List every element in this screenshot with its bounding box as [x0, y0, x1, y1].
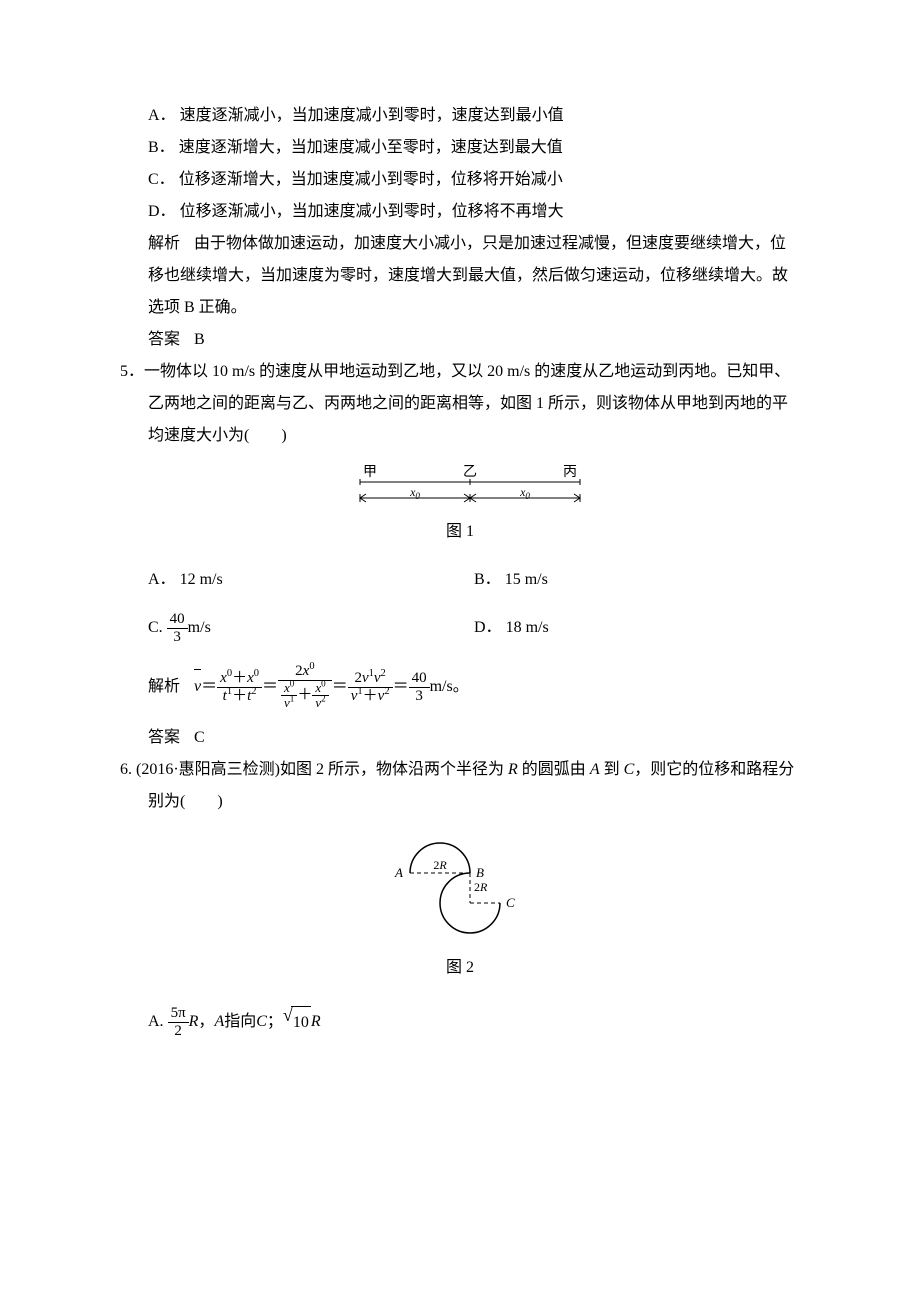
q6-option-a: A. 5π 2 R，A 指向 C； √ 10 R — [148, 998, 800, 1046]
sqrt: √ 10 — [283, 1006, 311, 1039]
dir-a: A — [214, 1006, 224, 1038]
option-label: C． — [148, 171, 175, 188]
label-x0a: x0 — [409, 485, 420, 501]
q5-option-a: A．12 m/s — [148, 556, 474, 604]
label-2R-1: 2R — [433, 858, 447, 872]
fraction: 2v1v2 v1＋v2 — [348, 670, 393, 704]
frac-num: 40 — [409, 670, 430, 688]
q5-option-c: C. 40 3 m/s — [148, 604, 474, 652]
answer-value: C — [194, 729, 205, 746]
label-jia: 甲 — [363, 465, 377, 480]
option-text: 速度逐渐增大，当加速度减小至零时，速度达到最大值 — [179, 139, 563, 156]
q5-option-d: D．18 m/s — [474, 604, 800, 652]
q6-stem: 6. (2016·惠阳高三检测)如图 2 所示，物体沿两个半径为 R 的圆弧由 … — [148, 754, 800, 818]
label-A: A — [394, 865, 403, 880]
q5-answer: 答案 C — [148, 722, 800, 754]
option-label: B． — [474, 564, 501, 596]
unit: m/s — [188, 612, 211, 644]
dir-txt: 指向 — [224, 1006, 256, 1038]
stem-C: C — [624, 761, 635, 778]
stem-text: 一物体以 10 m/s 的速度从甲地运动到乙地，又以 20 m/s 的速度从乙地… — [144, 363, 790, 444]
fraction: x0＋x0 t1＋t2 — [217, 670, 262, 704]
q6-figure: A B C 2R 2R — [120, 828, 800, 948]
q5-options: A．12 m/s B．15 m/s C. 40 3 m/s D．18 m/s — [148, 556, 800, 652]
label-bing: 丙 — [563, 465, 577, 480]
q4-analysis: 解析由于物体做加速运动，加速度大小减小，只是加速过程减慢，但速度要继续增大，位移… — [148, 228, 800, 324]
dir-c: C — [256, 1006, 267, 1038]
frac-den: v1＋v2 — [348, 688, 393, 705]
question-number: 5． — [120, 363, 144, 380]
unit: m/s。 — [430, 671, 469, 703]
stem-b: 的圆弧由 — [518, 761, 590, 778]
figure2-svg: A B C 2R 2R — [370, 828, 550, 948]
option-label: D． — [148, 203, 176, 220]
stem-a: 如图 2 所示，物体沿两个半径为 — [280, 761, 508, 778]
frac-den: 2 — [168, 1023, 189, 1040]
answer-label: 答案 — [148, 729, 180, 746]
q5-figure-caption: 图 1 — [120, 516, 800, 548]
q5-option-b: B．15 m/s — [474, 556, 800, 604]
stem-R: R — [508, 761, 518, 778]
analysis-text: 由于物体做加速运动，加速度大小减小，只是加速过程减慢，但速度要继续增大，位移也继… — [148, 235, 788, 316]
frac-den: 3 — [409, 688, 430, 705]
answer-value: B — [194, 331, 205, 348]
label-2R-2: 2R — [474, 880, 488, 894]
eq: ＝ — [393, 671, 409, 703]
fraction: 40 3 — [409, 670, 430, 704]
option-label: D． — [474, 612, 502, 644]
fraction: 5π 2 — [168, 1005, 189, 1039]
option-text: 速度逐渐减小，当加速度减小到零时，速度达到最小值 — [180, 107, 564, 124]
eq: ＝ — [332, 671, 348, 703]
q5-analysis: 解析 v ＝ x0＋x0 t1＋t2 ＝ 2x0 x0 v1 ＋ x0 v2 ＝… — [148, 652, 800, 722]
q4-option-c: C．位移逐渐增大，当加速度减小到零时，位移将开始减小 — [148, 164, 800, 196]
frac-num: 5π — [168, 1005, 189, 1023]
option-label: A. — [148, 1006, 164, 1038]
option-text: 15 m/s — [505, 564, 548, 596]
stem-A: A — [590, 761, 600, 778]
figure1-svg: 甲 乙 丙 x0 x0 — [330, 462, 590, 512]
q5-stem: 5．一物体以 10 m/s 的速度从甲地运动到乙地，又以 20 m/s 的速度从… — [148, 356, 800, 452]
option-label: C. — [148, 612, 163, 644]
frac-num: 40 — [167, 611, 188, 629]
option-label: B． — [148, 139, 175, 156]
eq: ＝ — [201, 671, 217, 703]
option-text: 18 m/s — [506, 612, 549, 644]
q6-figure-caption: 图 2 — [120, 952, 800, 984]
option-text: 位移逐渐增大，当加速度减小到零时，位移将开始减小 — [179, 171, 563, 188]
analysis-label: 解析 — [148, 671, 180, 703]
q4-option-a: A．速度逐渐减小，当加速度减小到零时，速度达到最小值 — [148, 100, 800, 132]
analysis-label: 解析 — [148, 235, 180, 252]
stem-c: 到 — [600, 761, 624, 778]
q4-option-d: D．位移逐渐减小，当加速度减小到零时，位移将不再增大 — [148, 196, 800, 228]
option-label: A． — [148, 564, 176, 596]
after-frac: R — [189, 1006, 199, 1038]
option-text: 位移逐渐减小，当加速度减小到零时，位移将不再增大 — [180, 203, 564, 220]
answer-label: 答案 — [148, 331, 180, 348]
source: (2016·惠阳高三检测) — [136, 761, 280, 778]
q4-answer: 答案 B — [148, 324, 800, 356]
question-number: 6. — [120, 761, 136, 778]
label-x0b: x0 — [519, 485, 530, 501]
label-B: B — [476, 865, 484, 880]
label-C: C — [506, 895, 515, 910]
frac-den: x0 v1 ＋ x0 v2 — [278, 681, 332, 711]
semi: ； — [267, 1006, 283, 1038]
option-label: A． — [148, 107, 176, 124]
q5-figure: 甲 乙 丙 x0 x0 — [120, 462, 800, 512]
fraction: 2x0 x0 v1 ＋ x0 v2 — [278, 663, 332, 710]
label-yi: 乙 — [463, 464, 477, 480]
v-bar: v — [194, 671, 201, 703]
option-text: 12 m/s — [180, 564, 223, 596]
fraction: 40 3 — [167, 611, 188, 645]
after-sqrt: R — [311, 1006, 321, 1038]
frac-den: 3 — [167, 629, 188, 646]
mid: ， — [198, 1006, 214, 1038]
frac-den: t1＋t2 — [217, 688, 262, 705]
q4-option-b: B．速度逐渐增大，当加速度减小至零时，速度达到最大值 — [148, 132, 800, 164]
eq: ＝ — [262, 671, 278, 703]
radicand: 10 — [291, 1006, 311, 1039]
